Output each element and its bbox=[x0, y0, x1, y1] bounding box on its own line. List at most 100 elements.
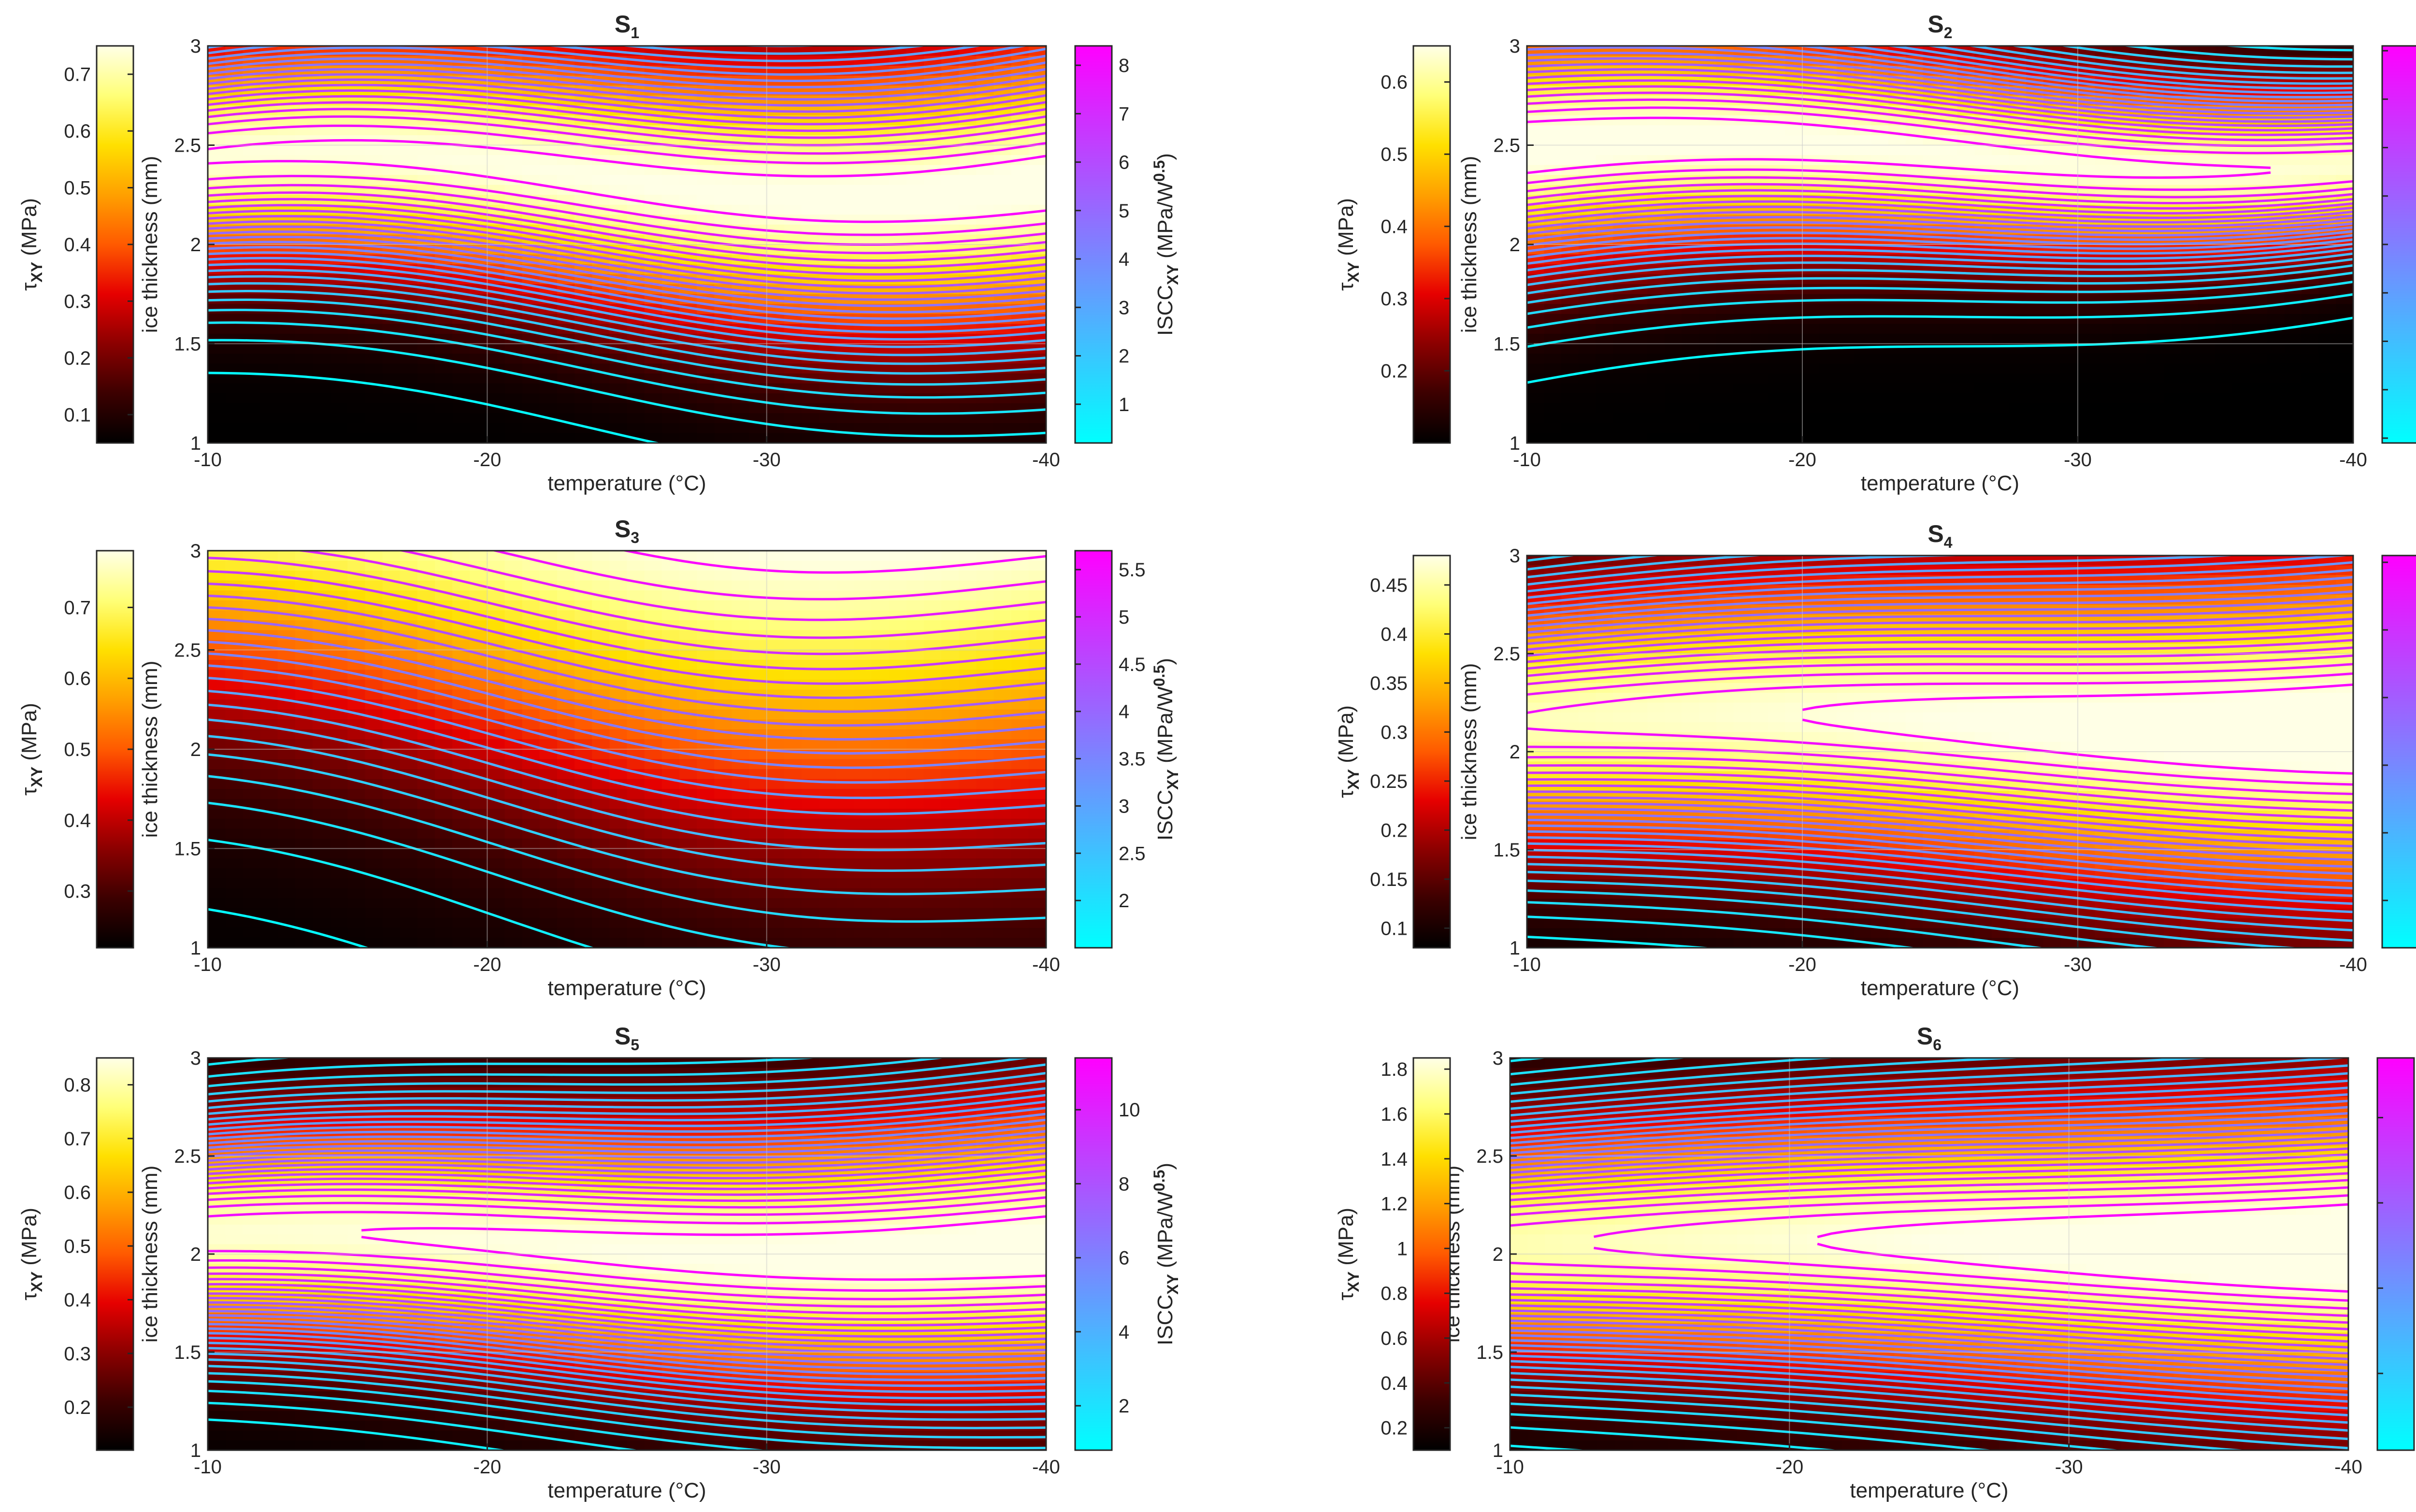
heatmap-cell bbox=[662, 175, 680, 185]
heatmap-cell bbox=[1734, 373, 1751, 384]
heatmap-cell bbox=[1820, 145, 1837, 156]
left-colorbar-label: τXY (MPa) bbox=[17, 198, 45, 291]
heatmap-cell bbox=[2215, 384, 2233, 394]
heatmap-cell bbox=[959, 630, 977, 640]
heatmap-cell bbox=[2147, 433, 2164, 443]
heatmap-cell bbox=[2250, 175, 2267, 185]
heatmap-cell bbox=[1906, 155, 1923, 165]
heatmap-cell bbox=[662, 373, 680, 384]
heatmap-cell bbox=[732, 551, 749, 561]
heatmap-cell bbox=[295, 354, 313, 364]
heatmap-cell bbox=[2060, 324, 2078, 334]
heatmap-cell bbox=[2233, 155, 2250, 165]
heatmap-cell bbox=[295, 719, 313, 729]
heatmap-cell bbox=[714, 581, 732, 591]
heatmap-cell bbox=[714, 600, 732, 611]
heatmap-cell bbox=[2215, 403, 2233, 414]
heatmap-cell bbox=[1802, 145, 1820, 156]
heatmap-cell bbox=[225, 155, 243, 165]
heatmap-cell bbox=[347, 403, 365, 414]
heatmap-cell bbox=[2250, 344, 2267, 354]
heatmap-cell bbox=[2026, 284, 2043, 294]
heatmap-cell bbox=[540, 423, 558, 433]
heatmap-cell bbox=[767, 413, 785, 423]
heatmap-cell bbox=[1596, 384, 1613, 394]
heatmap-cell bbox=[225, 710, 243, 720]
y-tick-label: 1.5 bbox=[1493, 334, 1520, 355]
heatmap-cell bbox=[645, 590, 662, 600]
heatmap-cell bbox=[854, 225, 872, 235]
heatmap-cell bbox=[382, 403, 400, 414]
heatmap-cell bbox=[749, 710, 767, 720]
heatmap-cell bbox=[836, 214, 854, 225]
heatmap-cell bbox=[382, 364, 400, 374]
heatmap-cell bbox=[1716, 125, 1734, 135]
heatmap-cell bbox=[854, 581, 872, 591]
heatmap-cell bbox=[2198, 433, 2215, 443]
heatmap-cell bbox=[714, 56, 732, 66]
heatmap-cell bbox=[295, 393, 313, 403]
heatmap-cell bbox=[2215, 364, 2233, 374]
heatmap-cell bbox=[1527, 125, 1544, 135]
heatmap-cell bbox=[1820, 423, 1837, 433]
heatmap-cell bbox=[522, 600, 540, 611]
heatmap-cell bbox=[1871, 135, 1889, 145]
heatmap-cell bbox=[2147, 373, 2164, 384]
heatmap-cell bbox=[1011, 195, 1029, 205]
heatmap-cell bbox=[208, 423, 226, 433]
heatmap-cell bbox=[1029, 561, 1047, 571]
heatmap-cell bbox=[1974, 274, 1992, 285]
heatmap-cell bbox=[906, 670, 924, 680]
heatmap-cell bbox=[2267, 393, 2285, 403]
heatmap-cell bbox=[2181, 413, 2199, 423]
heatmap-cell bbox=[330, 145, 348, 156]
heatmap-cell bbox=[1957, 364, 1975, 374]
heatmap-cell bbox=[749, 670, 767, 680]
heatmap-cell bbox=[470, 354, 488, 364]
x-tick-label: -30 bbox=[753, 449, 781, 471]
heatmap-cell bbox=[802, 670, 820, 680]
heatmap-cell bbox=[400, 413, 418, 423]
heatmap-cell bbox=[609, 620, 627, 630]
heatmap-cell bbox=[1561, 354, 1579, 364]
heatmap-cell bbox=[819, 205, 837, 215]
heatmap-cell bbox=[609, 561, 627, 571]
heatmap-cell bbox=[1906, 403, 1923, 414]
heatmap-cell bbox=[906, 581, 924, 591]
heatmap-cell bbox=[470, 384, 488, 394]
heatmap-cell bbox=[854, 155, 872, 165]
heatmap-cell bbox=[2336, 334, 2353, 344]
heatmap-cell bbox=[1974, 364, 1992, 374]
heatmap-cell bbox=[854, 384, 872, 394]
heatmap-cell bbox=[1613, 125, 1630, 135]
heatmap-cell bbox=[1802, 433, 1820, 443]
heatmap-cell bbox=[976, 660, 994, 670]
heatmap-cell bbox=[959, 423, 977, 433]
heatmap-cell bbox=[1785, 423, 1802, 433]
y-tick-label: 2 bbox=[190, 234, 201, 256]
heatmap-cell bbox=[592, 175, 610, 185]
heatmap-cell bbox=[767, 214, 785, 225]
heatmap-cell bbox=[417, 344, 435, 354]
heatmap-cell bbox=[2095, 373, 2113, 384]
heatmap-cell bbox=[225, 433, 243, 443]
heatmap-cell bbox=[854, 670, 872, 680]
heatmap-cell bbox=[2336, 413, 2353, 423]
heatmap-cell bbox=[225, 403, 243, 414]
heatmap-cell bbox=[1029, 175, 1047, 185]
heatmap-cell bbox=[2078, 165, 2095, 175]
heatmap-cell bbox=[313, 393, 331, 403]
heatmap-cell bbox=[557, 145, 575, 156]
heatmap-cell bbox=[2026, 433, 2043, 443]
heatmap-cell bbox=[1544, 155, 1562, 165]
heatmap-cell bbox=[959, 650, 977, 660]
panel-title-sub: 2 bbox=[1944, 24, 1953, 42]
heatmap-cell bbox=[1957, 403, 1975, 414]
heatmap-cell bbox=[435, 155, 453, 165]
heatmap-cell bbox=[2164, 403, 2181, 414]
heatmap-cell bbox=[959, 185, 977, 195]
heatmap-cell bbox=[2112, 344, 2129, 354]
y-tick-label: 1.5 bbox=[174, 334, 201, 355]
heatmap-cell bbox=[714, 403, 732, 414]
heatmap-cell bbox=[767, 185, 785, 195]
